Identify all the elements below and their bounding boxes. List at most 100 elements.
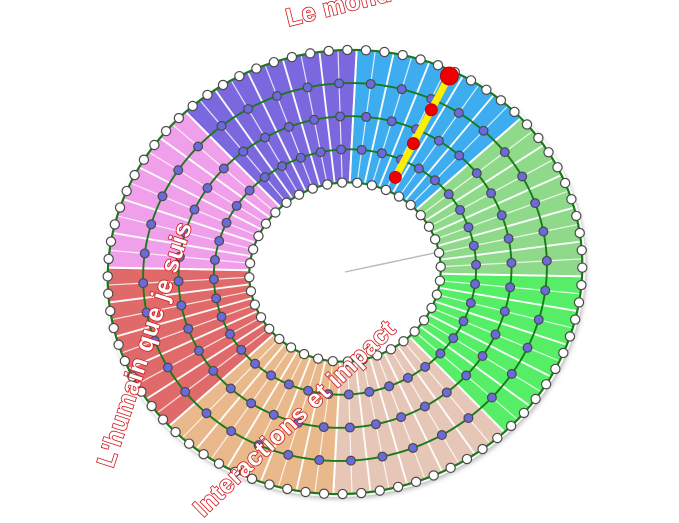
competence-node[interactable] (108, 322, 119, 334)
competence-node[interactable] (396, 412, 407, 423)
competence-node[interactable] (530, 198, 541, 209)
competence-node[interactable] (461, 370, 472, 381)
competence-node[interactable] (259, 172, 270, 183)
competence-node[interactable] (149, 335, 160, 346)
competence-node[interactable] (538, 226, 549, 237)
competence-node[interactable] (559, 177, 571, 189)
competence-node[interactable] (211, 293, 222, 304)
competence-node[interactable] (229, 466, 241, 478)
competence-node[interactable] (402, 372, 413, 383)
competence-node[interactable] (455, 204, 466, 215)
competence-node[interactable] (149, 139, 160, 151)
competence-node[interactable] (277, 161, 288, 172)
competence-node[interactable] (300, 486, 311, 498)
competence-node[interactable] (217, 79, 229, 91)
competence-node[interactable] (268, 56, 280, 68)
competence-node[interactable] (307, 183, 318, 194)
competence-node[interactable] (253, 440, 264, 451)
competence-node[interactable] (173, 165, 184, 176)
competence-node[interactable] (435, 348, 446, 359)
competence-node[interactable] (429, 175, 440, 186)
competence-node[interactable] (470, 279, 481, 290)
competence-node[interactable] (343, 389, 354, 400)
competence-node[interactable] (119, 355, 131, 367)
competence-node[interactable] (518, 407, 530, 419)
competence-node[interactable] (173, 112, 185, 124)
competence-node[interactable] (202, 89, 213, 101)
competence-node[interactable] (245, 286, 257, 297)
competence-node[interactable] (543, 147, 554, 158)
competence-node[interactable] (189, 204, 200, 215)
competence-node[interactable] (454, 150, 465, 161)
highlight-node[interactable] (388, 170, 402, 184)
competence-node[interactable] (244, 272, 255, 283)
competence-node[interactable] (397, 49, 408, 61)
competence-node[interactable] (428, 470, 439, 481)
competence-node[interactable] (334, 78, 345, 89)
competence-node[interactable] (576, 245, 587, 256)
competence-node[interactable] (415, 54, 426, 65)
competence-node[interactable] (246, 473, 258, 485)
competence-node[interactable] (445, 462, 456, 474)
competence-node[interactable] (530, 393, 541, 405)
competence-node[interactable] (214, 236, 225, 247)
competence-node[interactable] (431, 289, 443, 300)
competence-node[interactable] (522, 342, 533, 353)
competence-node[interactable] (139, 248, 150, 259)
competence-node[interactable] (270, 207, 281, 218)
competence-node[interactable] (138, 154, 150, 165)
competence-node[interactable] (342, 356, 354, 367)
competence-node[interactable] (255, 312, 267, 323)
competence-node[interactable] (566, 194, 577, 205)
competence-node[interactable] (312, 353, 324, 364)
competence-node[interactable] (517, 171, 528, 182)
competence-node[interactable] (103, 288, 114, 299)
competence-node[interactable] (393, 191, 405, 202)
competence-node[interactable] (201, 408, 212, 419)
competence-node[interactable] (478, 125, 489, 136)
competence-node[interactable] (146, 400, 157, 412)
competence-node[interactable] (268, 409, 279, 420)
competence-node[interactable] (432, 59, 444, 71)
sector-tan-dark[interactable] (169, 334, 341, 495)
competence-node[interactable] (503, 233, 514, 244)
competence-node[interactable] (216, 311, 227, 322)
competence-node[interactable] (282, 483, 293, 495)
competence-node[interactable] (298, 348, 310, 360)
competence-node[interactable] (335, 111, 346, 122)
competence-node[interactable] (114, 202, 126, 213)
competence-node[interactable] (146, 219, 157, 230)
competence-node[interactable] (453, 107, 464, 118)
competence-node[interactable] (379, 46, 390, 58)
competence-node[interactable] (160, 125, 172, 137)
competence-node[interactable] (541, 255, 552, 266)
competence-node[interactable] (176, 300, 187, 311)
competence-node[interactable] (309, 114, 320, 125)
competence-node[interactable] (244, 258, 256, 269)
competence-node[interactable] (202, 182, 213, 193)
competence-node[interactable] (385, 344, 397, 355)
competence-node[interactable] (180, 386, 191, 397)
competence-node[interactable] (323, 45, 334, 57)
competence-node[interactable] (342, 44, 353, 56)
competence-node[interactable] (486, 392, 497, 403)
competence-node[interactable] (540, 379, 552, 390)
competence-node[interactable] (410, 476, 422, 488)
competence-node[interactable] (356, 487, 367, 499)
competence-node[interactable] (105, 236, 117, 247)
competence-node[interactable] (236, 344, 247, 355)
competence-node[interactable] (293, 417, 304, 428)
competence-node[interactable] (345, 455, 356, 466)
competence-node[interactable] (216, 120, 227, 131)
competence-node[interactable] (213, 458, 225, 469)
competence-node[interactable] (253, 230, 264, 242)
competence-node[interactable] (351, 177, 363, 189)
competence-node[interactable] (569, 314, 581, 325)
competence-node[interactable] (323, 389, 334, 400)
competence-node[interactable] (495, 95, 507, 106)
sector-pink[interactable] (107, 111, 281, 271)
competence-node[interactable] (183, 323, 194, 334)
sector-red[interactable] (107, 267, 275, 426)
competence-node[interactable] (433, 247, 445, 258)
competence-node[interactable] (506, 368, 517, 379)
